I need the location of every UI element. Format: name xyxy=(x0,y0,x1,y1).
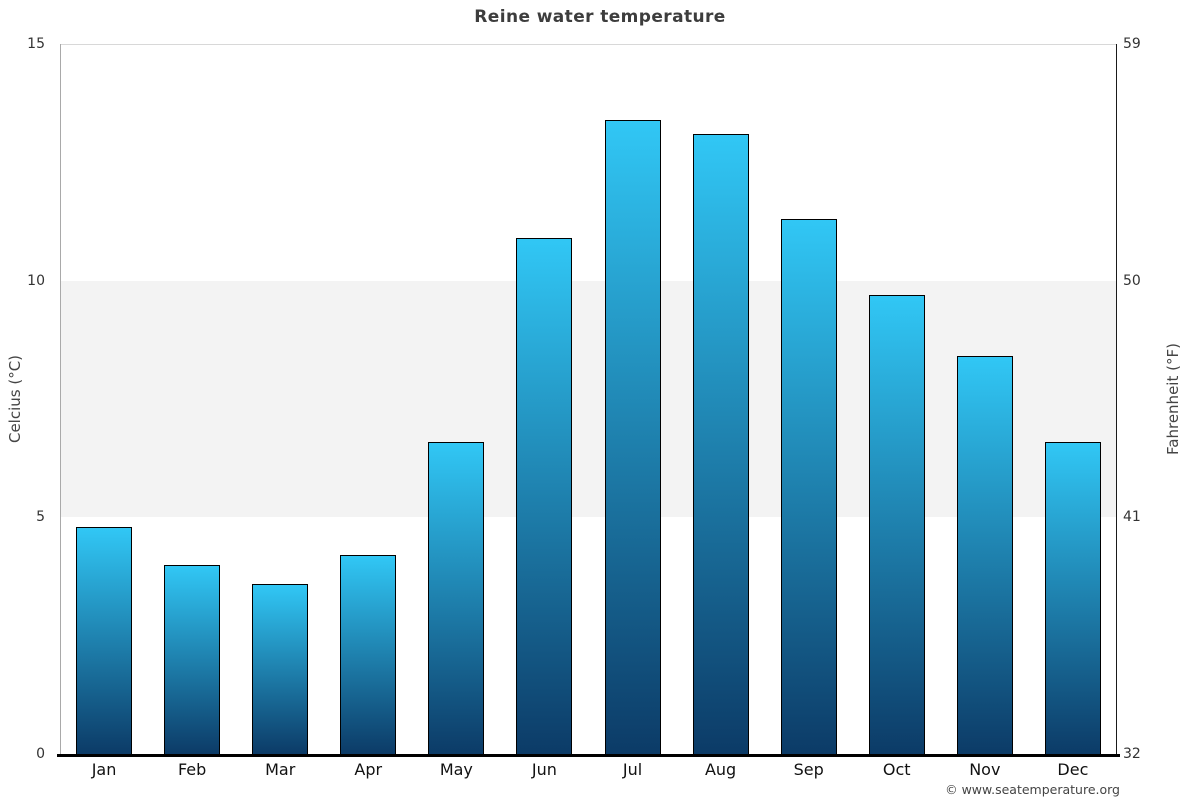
bar-sep xyxy=(780,219,837,754)
plot-area xyxy=(57,44,1120,757)
top-gridline xyxy=(60,44,1117,45)
y-tick-label: 10 xyxy=(27,272,45,289)
x-tick-label-aug: Aug xyxy=(704,760,737,779)
bar-jan xyxy=(76,526,133,754)
bar-jul xyxy=(604,119,661,754)
x-tick-label-oct: Oct xyxy=(882,760,911,779)
bar-nov xyxy=(956,356,1013,754)
bar-slot-jan xyxy=(60,44,148,754)
bar-dec xyxy=(1044,441,1101,754)
x-tick-label-jan: Jan xyxy=(91,760,117,779)
x-tick-label-mar: Mar xyxy=(265,760,296,779)
y-tick-label: 41 xyxy=(1123,509,1141,526)
bar-slot-oct xyxy=(853,44,941,754)
bar-slot-nov xyxy=(941,44,1029,754)
x-tick-label-jul: Jul xyxy=(622,760,643,779)
x-tick-label-nov: Nov xyxy=(969,760,1001,779)
bars-row xyxy=(60,44,1117,754)
bar-mar xyxy=(252,583,309,754)
bar-oct xyxy=(868,294,925,754)
bar-jun xyxy=(516,238,573,754)
x-tick-label-dec: Dec xyxy=(1057,760,1089,779)
bar-slot-sep xyxy=(765,44,853,754)
x-tick-label-apr: Apr xyxy=(354,760,383,779)
y-axis-title-celsius: Celcius (°C) xyxy=(6,354,24,444)
bar-slot-apr xyxy=(324,44,412,754)
x-axis-line xyxy=(57,754,1120,757)
bar-apr xyxy=(340,555,397,754)
y-ticks-right: 32 41 50 59 xyxy=(1123,36,1163,762)
right-axis-line xyxy=(1116,44,1117,754)
y-tick-label: 50 xyxy=(1123,272,1141,289)
y-tick-label: 15 xyxy=(27,36,45,52)
bar-slot-feb xyxy=(148,44,236,754)
left-axis-line xyxy=(60,44,61,754)
bar-slot-dec xyxy=(1029,44,1117,754)
y-tick-label: 5 xyxy=(36,509,45,526)
bar-slot-mar xyxy=(236,44,324,754)
bar-feb xyxy=(164,564,221,754)
y-tick-label: 0 xyxy=(36,746,45,762)
bar-may xyxy=(428,441,485,754)
bar-slot-jul xyxy=(588,44,676,754)
y-tick-label: 32 xyxy=(1123,746,1141,762)
x-tick-label-jun: Jun xyxy=(531,760,557,779)
bar-slot-may xyxy=(412,44,500,754)
y-ticks-left: 0 5 10 15 xyxy=(0,36,52,762)
plot-band xyxy=(60,280,1117,518)
x-axis-labels: Jan Feb Mar Apr May Jun Jul Aug Sep Oct Nov Dec xyxy=(60,760,1117,779)
x-tick-label-may: May xyxy=(439,760,473,779)
watermark: © www.seatemperature.org xyxy=(945,782,1120,797)
y-tick-label: 59 xyxy=(1123,36,1141,52)
bar-slot-aug xyxy=(677,44,765,754)
x-tick-label-sep: Sep xyxy=(793,760,824,779)
x-tick-label-feb: Feb xyxy=(177,760,207,779)
bar-slot-jun xyxy=(500,44,588,754)
chart-title: Reine water temperature xyxy=(474,7,726,27)
bar-aug xyxy=(692,133,749,754)
y-axis-title-fahrenheit: Fahrenheit (°F) xyxy=(1164,343,1182,455)
